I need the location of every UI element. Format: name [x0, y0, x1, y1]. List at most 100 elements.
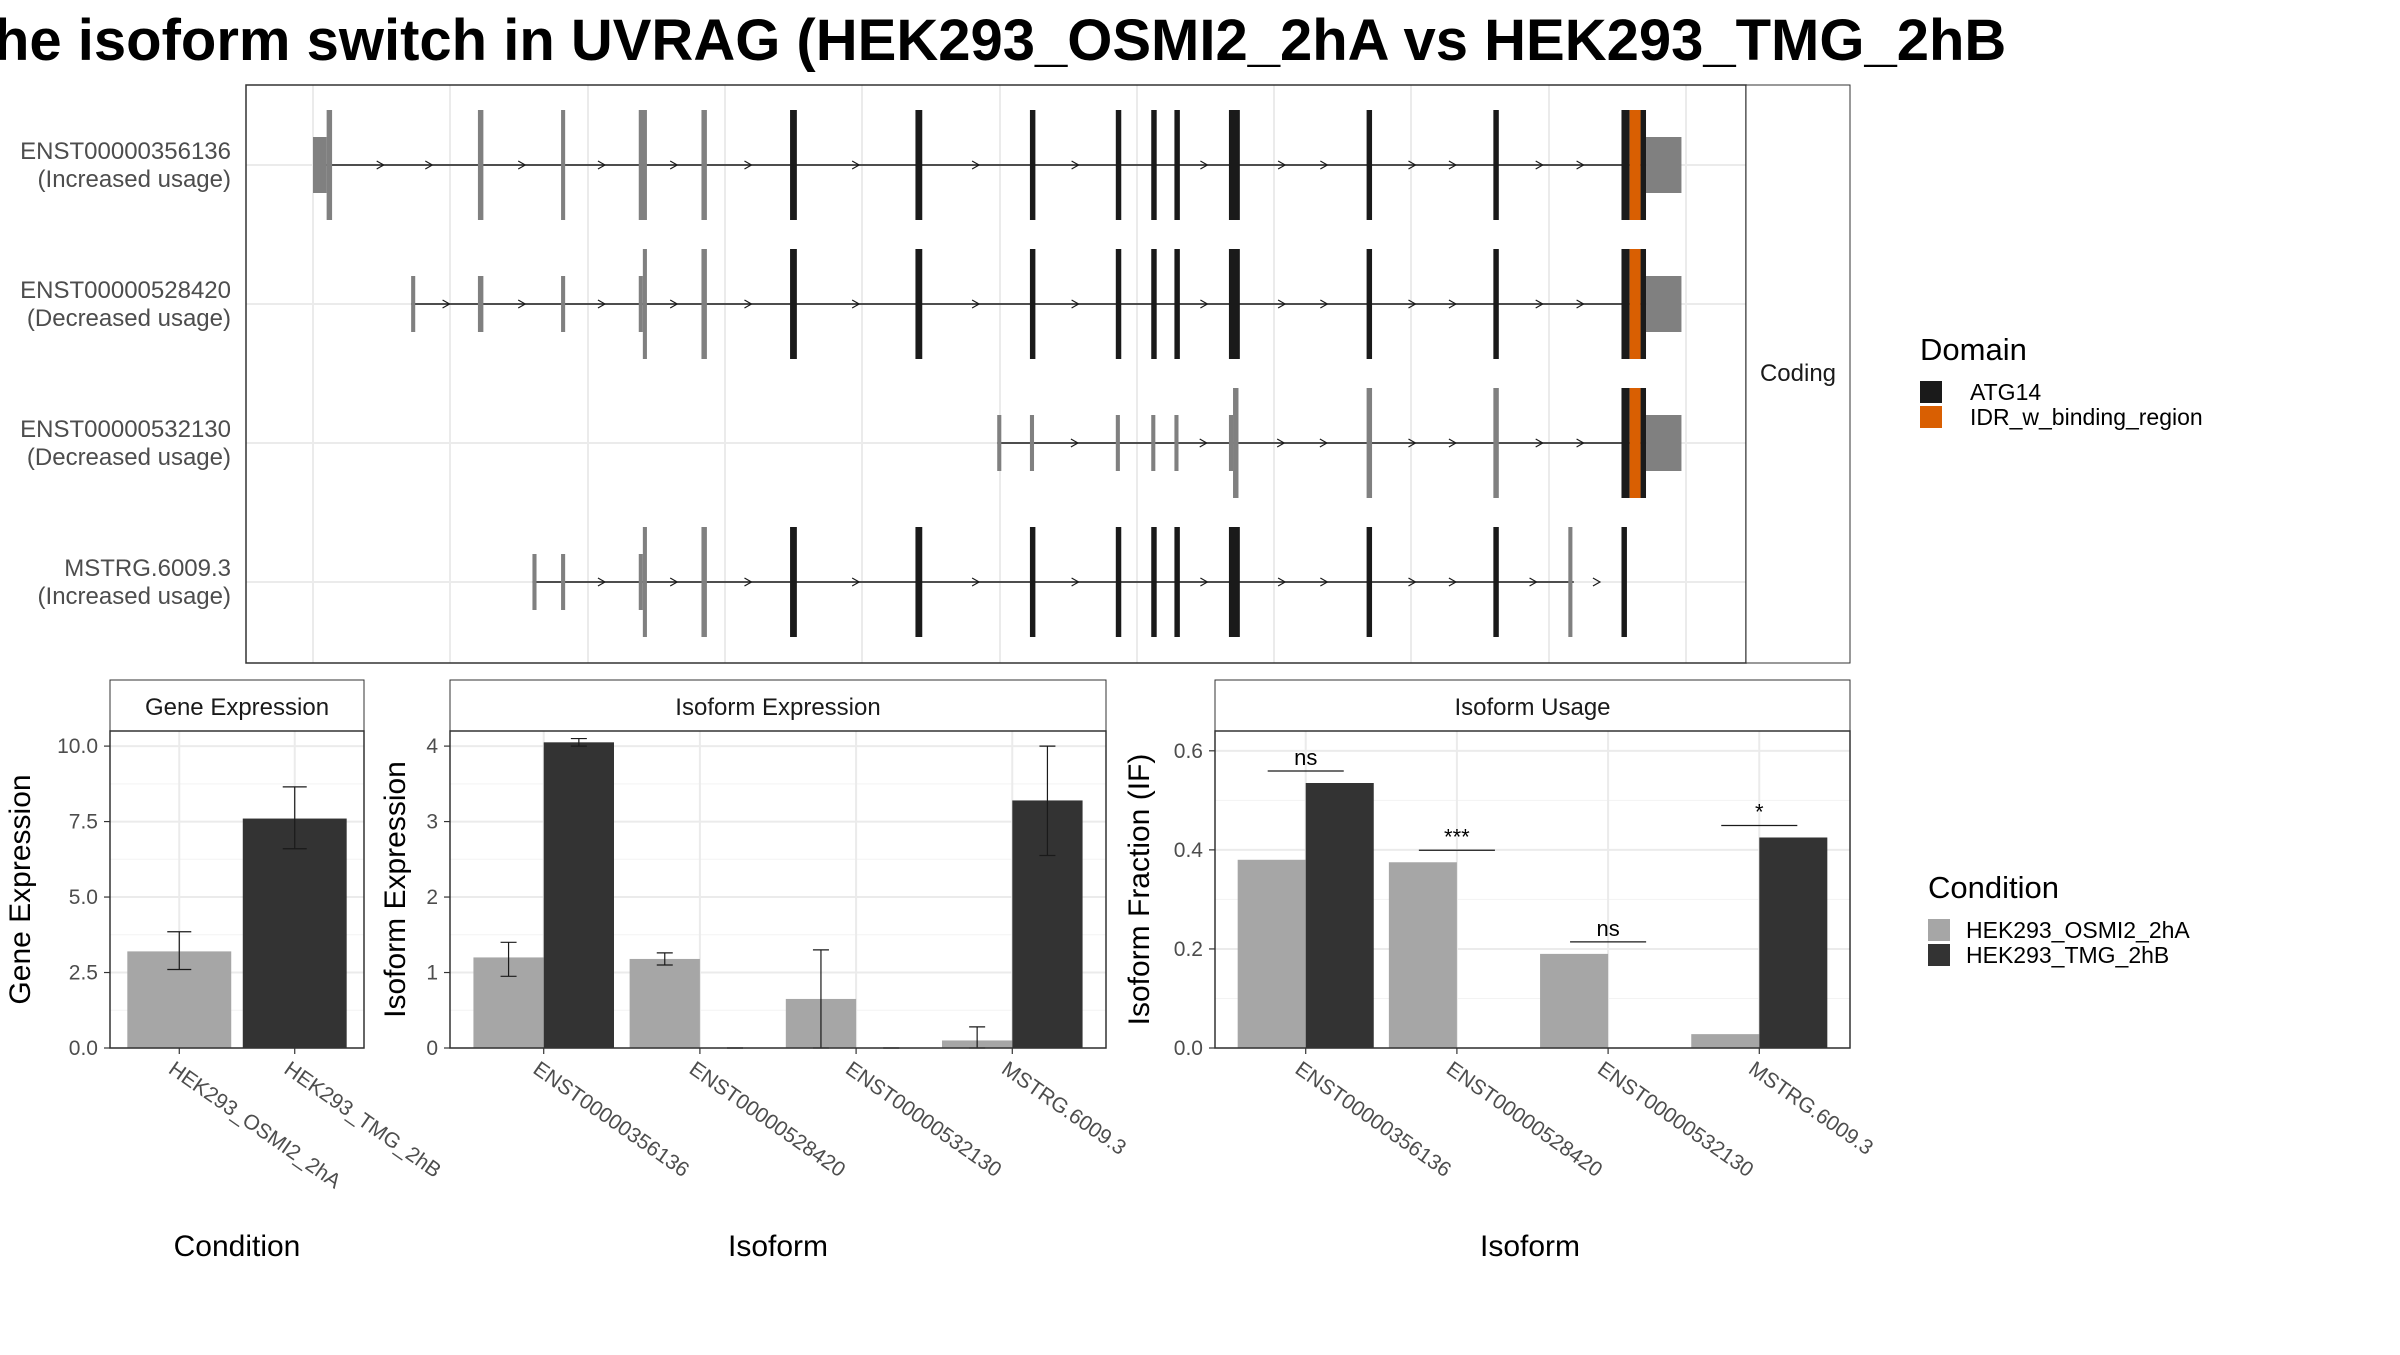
legend-label-atg14: ATG14 [1970, 379, 2041, 405]
bar [543, 742, 614, 1048]
exon [1493, 249, 1499, 359]
strand-arrow [1448, 438, 1458, 448]
bar [1237, 859, 1306, 1048]
strand-arrow [851, 160, 861, 170]
plot-border [1214, 730, 1851, 1049]
strand-arrow [425, 160, 434, 170]
strand-arrow [1320, 160, 1329, 170]
exon [997, 415, 1002, 471]
x-tick-label: MSTRG.6009.3 [997, 1057, 1130, 1160]
strand-arrow [744, 160, 753, 170]
legend-key-condition-a [1928, 919, 1950, 941]
exon [1493, 388, 1499, 498]
bar [629, 958, 700, 1048]
exon [326, 110, 333, 220]
strand-arrow [1535, 438, 1544, 448]
exon [1029, 249, 1036, 359]
strand-arrow [1277, 577, 1287, 587]
panel-strip-title: Gene Expression [145, 694, 329, 721]
structure-panel: Coding ENST00000356136(Increased usage)E… [20, 84, 1851, 664]
legend-key-idr [1920, 406, 1942, 428]
strand-arrow [1408, 438, 1417, 448]
strand-arrow [442, 299, 451, 309]
strand-arrow [971, 299, 981, 309]
exon [1621, 527, 1627, 637]
exon [1621, 110, 1630, 220]
exon [1115, 527, 1122, 637]
legend-label-idr: IDR_w_binding_region [1970, 404, 2203, 430]
transcript-name-label: MSTRG.6009.3 [64, 555, 231, 582]
exon [1366, 527, 1373, 637]
strand-arrow [1319, 438, 1329, 448]
exon [477, 110, 484, 220]
domain-legend: Domain ATG14 IDR_w_binding_region [1920, 332, 2203, 430]
y-tick-label: 10.0 [57, 735, 98, 758]
y-tick-label: 5.0 [69, 886, 98, 909]
bar [1759, 837, 1828, 1048]
exon [1493, 527, 1499, 637]
strand-arrow [1071, 160, 1080, 170]
exon [1621, 388, 1630, 498]
bar [1388, 862, 1457, 1048]
exon [1174, 415, 1179, 471]
strand-arrow [517, 299, 527, 309]
strand-arrow [1277, 299, 1287, 309]
bar-charts: Gene Expression0.02.55.07.510.0HEK293_OS… [4, 679, 1877, 1263]
legend-key-condition-b [1928, 944, 1950, 966]
strand-arrow [669, 577, 679, 587]
y-axis-title: Isoform Fraction (IF) [1123, 754, 1156, 1026]
strand-arrow [1576, 160, 1585, 170]
strand-arrow [1071, 299, 1080, 309]
x-tick-label: MSTRG.6009.3 [1744, 1057, 1877, 1160]
bar [1691, 1034, 1760, 1048]
y-tick-label: 0.2 [1174, 938, 1203, 961]
exon [638, 276, 643, 332]
exon [1629, 249, 1641, 359]
exon [532, 554, 537, 610]
strand-arrow [1535, 160, 1544, 170]
exon [1151, 249, 1157, 359]
y-axis-title: Gene Expression [4, 774, 37, 1004]
exon [1151, 527, 1157, 637]
strand-arrow [1200, 299, 1209, 309]
exon [411, 276, 416, 332]
legend-label-condition-a: HEK293_OSMI2_2hA [1966, 917, 2190, 943]
exon [1621, 249, 1630, 359]
strand-arrow [1576, 299, 1585, 309]
strand-arrow [1277, 160, 1287, 170]
strand-arrow [1448, 160, 1458, 170]
exon [1228, 249, 1240, 359]
exon [1174, 110, 1180, 220]
exon [642, 527, 647, 637]
exon [1228, 110, 1240, 220]
exon [477, 276, 484, 332]
exon [701, 110, 707, 220]
exon [1115, 110, 1122, 220]
bar [1305, 783, 1374, 1048]
exon [1646, 276, 1682, 332]
strand-arrow [669, 299, 679, 309]
transcript-usage-label: (Increased usage) [38, 166, 231, 193]
strand-arrow [1320, 577, 1329, 587]
x-tick-label: ENST00000532130 [841, 1057, 1005, 1182]
transcript-usage-label: (Decreased usage) [27, 444, 231, 471]
transcript-name-label: ENST00000528420 [20, 277, 231, 304]
y-tick-label: 2 [426, 886, 438, 909]
legend-label-condition-b: HEK293_TMG_2hB [1966, 942, 2169, 968]
x-tick-label: ENST00000532130 [1593, 1057, 1757, 1182]
exon [1029, 527, 1036, 637]
transcript-track [997, 388, 1682, 498]
y-axis-title: Isoform Expression [379, 761, 412, 1018]
exon [1151, 415, 1156, 471]
bar [242, 818, 347, 1048]
exon [1646, 137, 1682, 193]
strand-arrow [1199, 438, 1208, 448]
exon [1029, 110, 1036, 220]
transcript-track [313, 110, 1682, 220]
panel-strip [109, 679, 365, 732]
exon [790, 527, 797, 637]
strand-arrow [1200, 577, 1209, 587]
bar-chart-panel: Isoform Usage ns *** ns * 0.0 0.2 0.4 0.6 ENST000… [1123, 679, 1877, 1263]
exon [1029, 415, 1035, 471]
x-axis-title: Isoform [728, 1230, 828, 1263]
